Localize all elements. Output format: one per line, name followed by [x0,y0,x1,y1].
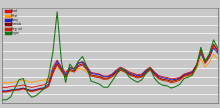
Legend: Food, Meat, Dairy, Cereals, Veg. oil, Sugar: Food, Meat, Dairy, Cereals, Veg. oil, Su… [6,9,22,35]
